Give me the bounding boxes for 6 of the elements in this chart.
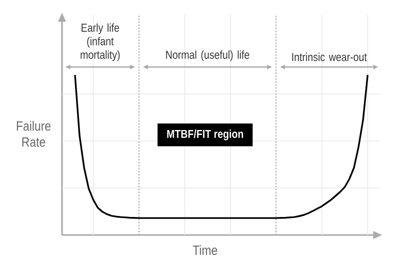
text: Normal (useful) life — [166, 50, 250, 62]
x-axis-title: Time — [192, 245, 218, 256]
text: Early life (infant mortality) — [80, 23, 120, 62]
annotation: MTBF/FIT region — [167, 130, 244, 140]
text: Intrinsic wear-out — [292, 52, 367, 62]
y-axis-title: Failure Rate — [16, 120, 51, 147]
